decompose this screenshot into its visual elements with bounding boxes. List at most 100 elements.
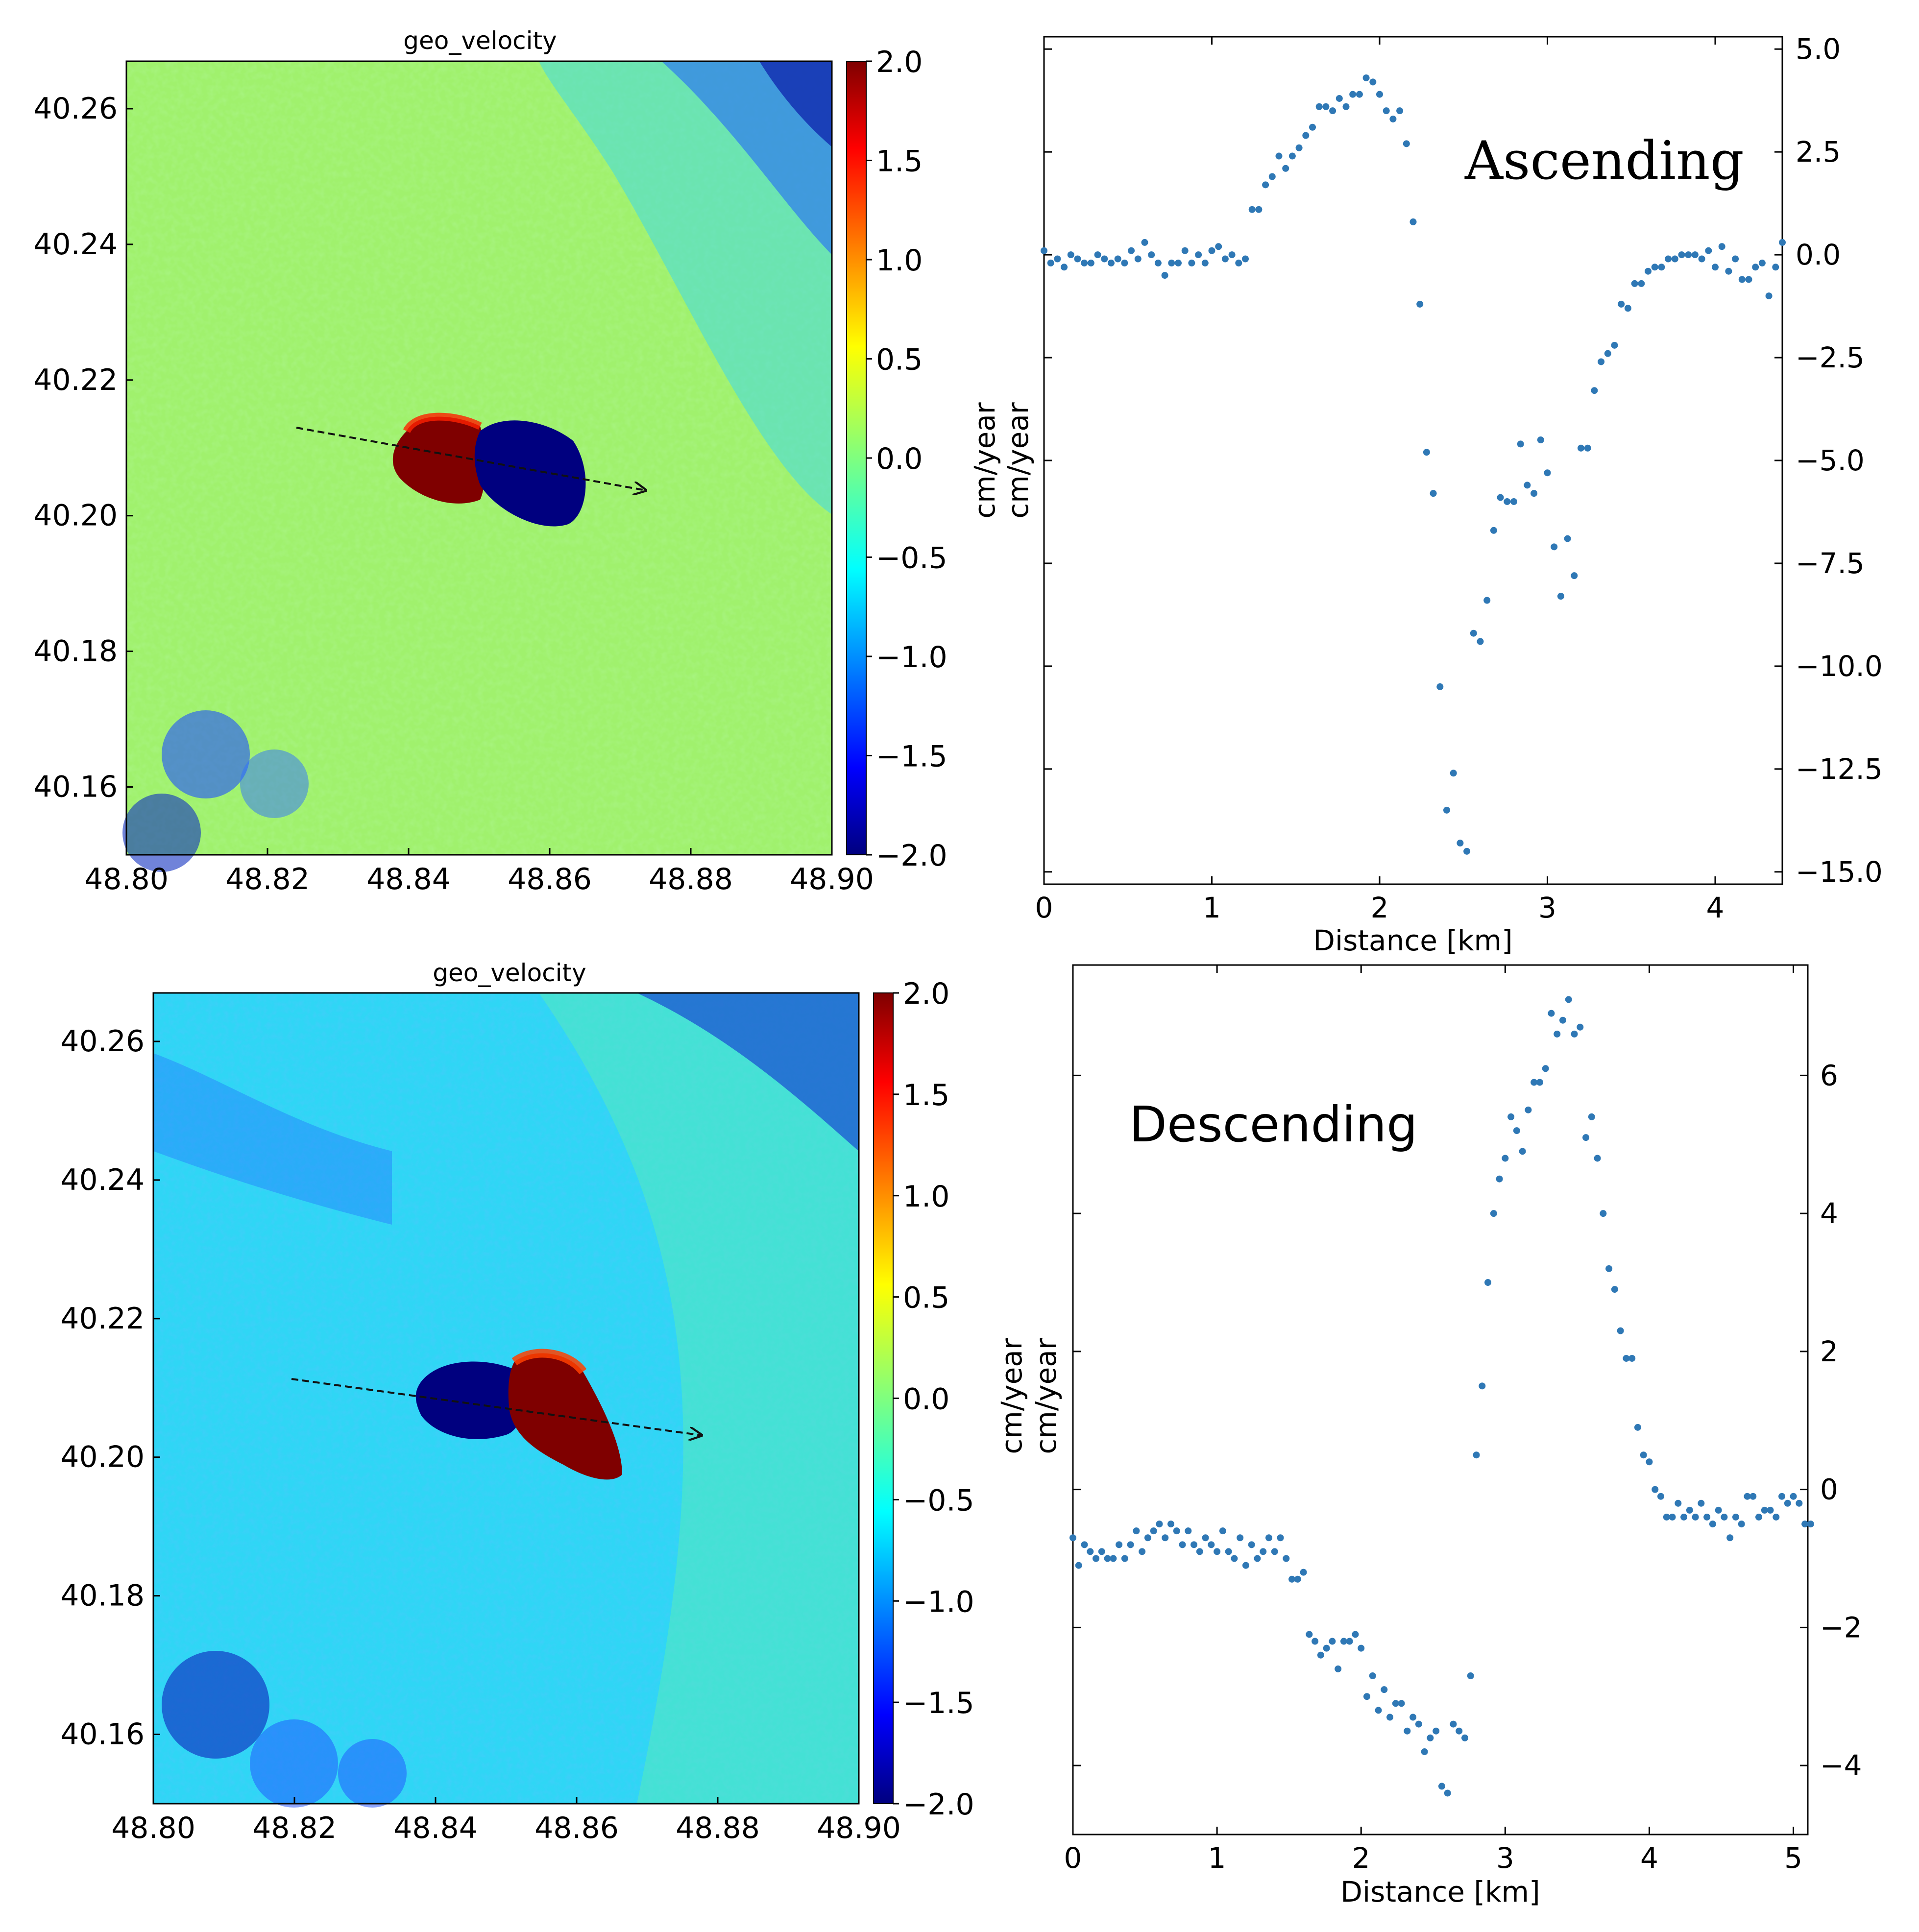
profile-ascending-point xyxy=(1362,74,1370,81)
profile-descending-xtick-label: 3 xyxy=(1496,1841,1514,1875)
map-ascending-colorbar-label: 2.0 xyxy=(876,45,923,79)
profile-descending-point xyxy=(1075,1562,1082,1569)
profile-descending-xtick-label: 0 xyxy=(1064,1841,1082,1875)
profile-ascending-point xyxy=(1242,255,1249,263)
profile-ascending-point xyxy=(1537,436,1544,444)
profile-ascending-point xyxy=(1477,638,1484,645)
profile-descending-point xyxy=(1554,1030,1561,1038)
profile-ascending-ytick-label: −10.0 xyxy=(1796,650,1883,683)
map-descending: geo_velocity 48.80 48.82 48.84 48.86 48.88 48… xyxy=(60,959,974,1845)
profile-descending-ytick-label: 0 xyxy=(1820,1473,1838,1506)
profile-descending-point xyxy=(1692,1513,1699,1521)
profile-descending-point xyxy=(1536,1079,1543,1086)
profile-ascending-point xyxy=(1168,259,1175,266)
profile-ascending-point xyxy=(1329,107,1336,115)
map-descending-colorbar-label: 1.0 xyxy=(903,1180,949,1214)
profile-ascending-point xyxy=(1651,264,1658,271)
profile-descending-point xyxy=(1721,1513,1728,1521)
map-descending-colorbar xyxy=(873,992,894,1804)
profile-descending-point xyxy=(1340,1638,1347,1645)
profile-ascending-point xyxy=(1698,255,1705,263)
profile-ascending-point xyxy=(1416,300,1424,308)
profile-descending-point xyxy=(1110,1555,1117,1562)
profile-ascending-point xyxy=(1114,255,1121,263)
profile-ascending-point xyxy=(1718,243,1725,250)
profile-ascending-point xyxy=(1752,264,1759,271)
profile-ascending-point xyxy=(1356,91,1363,98)
map-ascending-title: geo_velocity xyxy=(403,26,557,55)
profile-descending-point xyxy=(1225,1548,1232,1555)
map-descending-ytick-label: 40.16 xyxy=(60,1717,145,1752)
map-descending-subsidence xyxy=(415,1361,524,1439)
profile-ascending-point xyxy=(1262,181,1269,189)
profile-descending-point xyxy=(1069,1534,1076,1542)
profile-ascending-point xyxy=(1094,251,1101,259)
profile-descending-point xyxy=(1507,1113,1515,1120)
profile-descending-point xyxy=(1133,1527,1140,1535)
profile-descending-ytick-label: 2 xyxy=(1820,1335,1838,1368)
profile-descending-point xyxy=(1588,1113,1595,1120)
profile-ascending-point xyxy=(1530,490,1538,497)
profile-ascending-point xyxy=(1705,247,1712,254)
profile-descending-point xyxy=(1098,1548,1105,1555)
profile-descending-point xyxy=(1749,1493,1757,1500)
map-descending-colorbar-label: −2.0 xyxy=(903,1787,974,1822)
profile-descending-point xyxy=(1479,1382,1486,1390)
profile-ascending-point xyxy=(1081,259,1088,266)
profile-ascending-point xyxy=(1497,494,1504,501)
profile-descending-point xyxy=(1179,1541,1186,1548)
profile-descending-point xyxy=(1254,1555,1261,1562)
profile-descending-point xyxy=(1346,1638,1353,1645)
profile-descending-point xyxy=(1190,1541,1198,1548)
profile-ascending-point xyxy=(1268,173,1276,180)
map-descending-colorbar-label: −1.0 xyxy=(903,1585,974,1619)
profile-descending-point xyxy=(1219,1527,1226,1535)
profile-ascending-ytick-label: −12.5 xyxy=(1796,752,1883,786)
map-ascending-ytick-label: 40.18 xyxy=(33,634,118,669)
profile-descending-point xyxy=(1496,1175,1503,1183)
profile-ascending-xtick-label: 4 xyxy=(1706,891,1725,924)
profile-ascending-point xyxy=(1403,140,1410,147)
profile-descending-point xyxy=(1104,1555,1111,1562)
profile-ascending-point xyxy=(1383,107,1390,115)
map-ascending-xtick-label: 48.82 xyxy=(225,862,310,896)
profile-ascending-ytick-label: −7.5 xyxy=(1796,547,1865,580)
profile-ascending-xtick-label: 1 xyxy=(1203,891,1221,924)
profile-ascending-point xyxy=(1624,305,1631,312)
profile-ascending-point xyxy=(1470,629,1477,637)
profile-descending-point xyxy=(1542,1065,1549,1072)
profile-ascending-point xyxy=(1578,444,1584,452)
map-descending-profile-line xyxy=(291,1378,702,1435)
profile-ascending-point xyxy=(1638,280,1645,287)
profile-descending-point xyxy=(1415,1720,1422,1728)
profile-ascending-point xyxy=(1631,280,1638,287)
profile-ascending-point xyxy=(1504,498,1511,505)
profile-descending-point xyxy=(1306,1631,1313,1638)
profile-descending-point xyxy=(1392,1700,1399,1707)
profile-descending-point xyxy=(1490,1210,1497,1217)
map-ascending-colorbar-label: 0.5 xyxy=(876,343,923,377)
profile-ascending-point xyxy=(1302,132,1310,139)
profile-descending-point xyxy=(1167,1521,1174,1528)
profile-descending-point xyxy=(1116,1541,1123,1548)
map-ascending-profile-line xyxy=(296,427,646,490)
map-descending-xtick-label: 48.86 xyxy=(534,1811,619,1845)
profile-descending-point xyxy=(1185,1527,1192,1535)
map-descending-ytick-label: 40.24 xyxy=(60,1163,145,1197)
profile-ascending-xtick-label: 3 xyxy=(1538,891,1556,924)
profile-ascending-xtick-label: 0 xyxy=(1035,891,1053,924)
profile-descending-point xyxy=(1663,1513,1670,1521)
profile-descending-point xyxy=(1571,1030,1578,1038)
profile-ascending-point xyxy=(1154,259,1162,266)
profile-ascending-point xyxy=(1490,527,1497,534)
profile-descending-point xyxy=(1611,1286,1618,1293)
map-descending-colorbar-label: 2.0 xyxy=(903,977,949,1011)
profile-ascending-point xyxy=(1591,387,1598,394)
profile-ascending-point xyxy=(1054,255,1061,263)
profile-descending-xlabel: Distance [km] xyxy=(1340,1875,1540,1908)
profile-ascending-point xyxy=(1148,251,1155,259)
profile-descending-point xyxy=(1778,1493,1786,1500)
map-ascending-colorbar xyxy=(846,61,867,855)
profile-ascending-point xyxy=(1195,251,1202,259)
